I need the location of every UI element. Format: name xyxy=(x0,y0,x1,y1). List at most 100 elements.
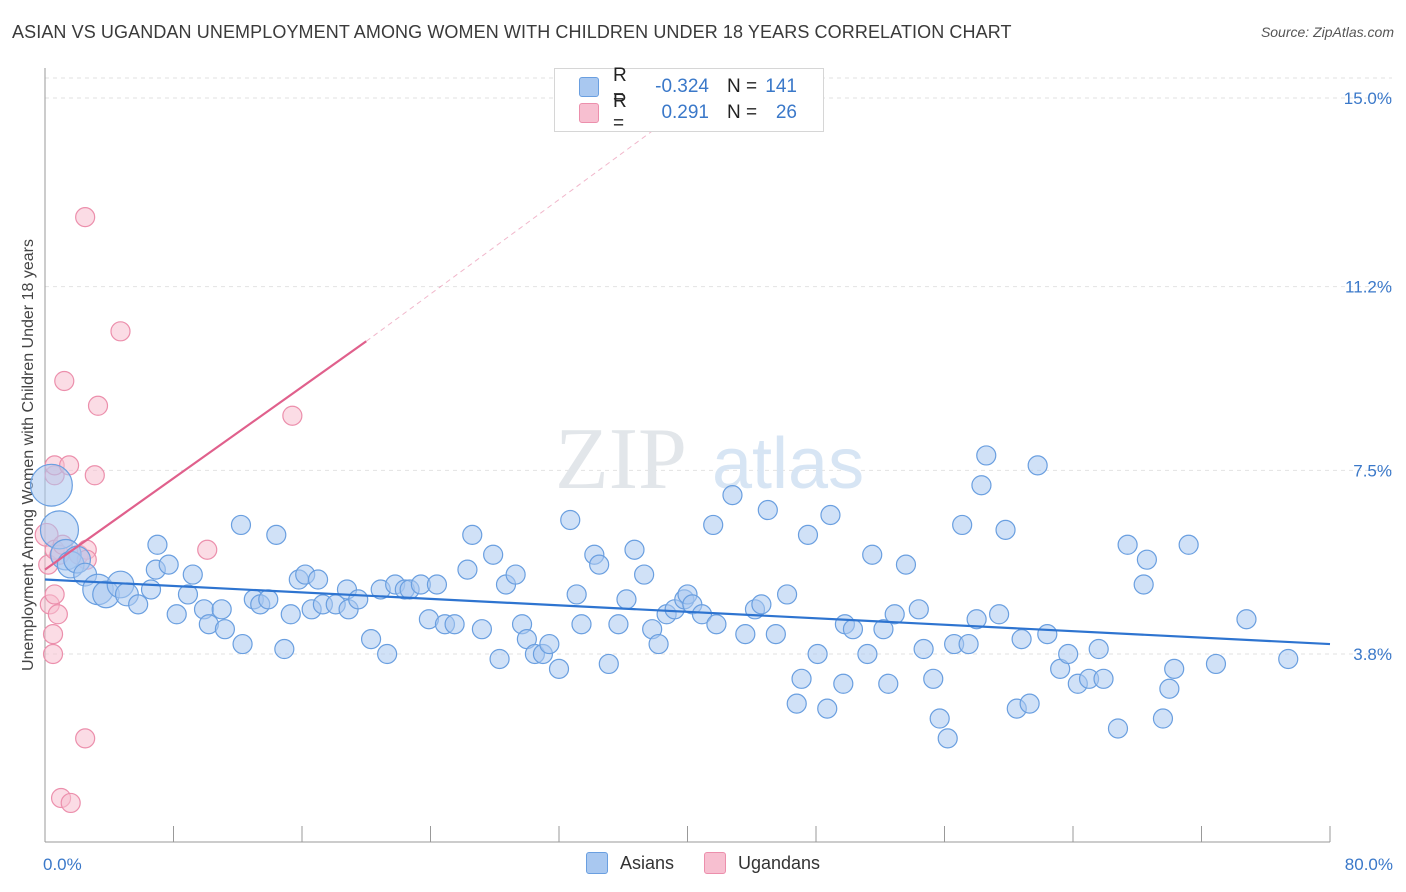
asian-point xyxy=(1117,534,1138,555)
watermark: ZIP atlas xyxy=(555,411,864,508)
y-tick-label: 7.5% xyxy=(1353,461,1392,480)
ugandan-trend-line xyxy=(44,340,367,571)
asian-point xyxy=(258,589,279,610)
asian-point xyxy=(722,485,743,506)
legend-r-label: R = xyxy=(613,65,627,108)
asian-point xyxy=(624,539,645,560)
asian-point xyxy=(560,509,581,531)
asian-point xyxy=(274,638,295,660)
legend-swatch-asians xyxy=(585,852,608,874)
asian-point xyxy=(571,614,592,635)
asian-point xyxy=(348,589,369,610)
asian-point xyxy=(158,554,179,575)
ugandan-point xyxy=(42,624,64,645)
asian-point xyxy=(505,564,526,585)
stats-legend: R = -0.324 N = 141 R = 0.291 N = 26 xyxy=(554,65,824,134)
asian-point xyxy=(648,633,669,655)
asian-point xyxy=(776,584,798,605)
asian-point xyxy=(1159,678,1180,699)
asian-point xyxy=(958,633,979,655)
x-tick-label: 80.0% xyxy=(1345,855,1393,874)
asian-point xyxy=(791,668,812,689)
asian-point xyxy=(182,564,203,585)
ugandan-point xyxy=(42,643,64,665)
asian-point xyxy=(1152,708,1174,729)
asian-point xyxy=(566,584,587,605)
asian-point xyxy=(462,524,483,545)
asian-point xyxy=(177,584,199,605)
ugandan-trend-extension xyxy=(365,122,664,342)
asian-point xyxy=(757,499,778,521)
asian-point xyxy=(971,475,992,496)
legend-swatch-ugandans xyxy=(703,852,726,874)
ugandan-point xyxy=(110,321,131,342)
asian-point xyxy=(735,624,756,645)
axes xyxy=(44,68,1331,843)
y-tick-label: 15.0% xyxy=(1344,89,1392,108)
asian-point xyxy=(548,658,570,679)
ugandan-point xyxy=(44,584,65,605)
asian-point xyxy=(307,569,329,590)
asian-point xyxy=(884,604,905,625)
asian-point xyxy=(857,643,878,665)
asian-point xyxy=(1019,693,1040,714)
ugandan-point xyxy=(54,370,75,392)
asian-point xyxy=(457,559,478,580)
asian-point xyxy=(1136,549,1157,570)
asian-point xyxy=(807,643,828,665)
ugandan-point xyxy=(75,207,96,228)
asian-point xyxy=(539,633,560,655)
asian-point xyxy=(952,514,973,536)
asian-point xyxy=(1278,648,1299,670)
asian-point xyxy=(1164,658,1185,679)
legend-label-asians: Asians xyxy=(619,852,674,873)
asian-point xyxy=(1236,609,1257,630)
asian-point xyxy=(426,574,448,595)
legend-r-value: 0.291 xyxy=(661,102,709,123)
asian-point xyxy=(483,544,504,565)
asian-point xyxy=(232,633,253,655)
ugandan-point xyxy=(60,792,81,814)
legend-swatch-asians xyxy=(579,77,599,97)
asian-point xyxy=(706,614,727,635)
chart-source: Source: ZipAtlas.com xyxy=(1260,24,1394,40)
asian-point xyxy=(873,619,894,640)
ugandan-point xyxy=(75,728,96,749)
y-tick-label: 3.8% xyxy=(1353,645,1392,664)
asian-point xyxy=(1133,574,1154,595)
ugandan-point xyxy=(282,405,303,426)
legend-item-ugandans[interactable]: Ugandans xyxy=(703,852,821,874)
asian-point xyxy=(878,673,899,694)
chart-title: ASIAN VS UGANDAN UNEMPLOYMENT AMONG WOME… xyxy=(12,22,1012,42)
asian-point xyxy=(817,698,838,719)
watermark-zip: ZIP xyxy=(555,411,687,508)
asian-point xyxy=(691,604,713,625)
legend-item-asians[interactable]: Asians xyxy=(585,852,674,874)
asian-point xyxy=(589,554,610,575)
asian-point xyxy=(489,648,510,670)
legend-n-value: 26 xyxy=(775,102,797,123)
asian-point xyxy=(1107,718,1129,739)
ugandan-point xyxy=(47,604,68,625)
legend-n-value: 141 xyxy=(765,76,797,97)
asian-point xyxy=(908,599,929,620)
asian-point xyxy=(751,594,772,615)
asian-point xyxy=(140,579,162,600)
x-tick-label: 0.0% xyxy=(43,855,82,874)
grid-lines xyxy=(45,77,1392,655)
ugandan-point xyxy=(84,465,105,486)
asian-point xyxy=(797,524,819,545)
ugandan-point xyxy=(87,395,109,416)
asian-point xyxy=(128,594,149,615)
asian-trend-line xyxy=(44,578,1331,646)
legend-label-ugandans: Ugandans xyxy=(737,852,821,873)
asian-point xyxy=(360,629,382,650)
asian-point xyxy=(166,604,187,625)
asian-point xyxy=(377,643,398,665)
legend-row-ugandans: R = 0.291 N = 26 xyxy=(579,91,797,134)
asian-point xyxy=(895,554,917,575)
asian-point xyxy=(786,693,807,714)
asian-point xyxy=(820,504,841,526)
asian-point xyxy=(976,445,997,466)
